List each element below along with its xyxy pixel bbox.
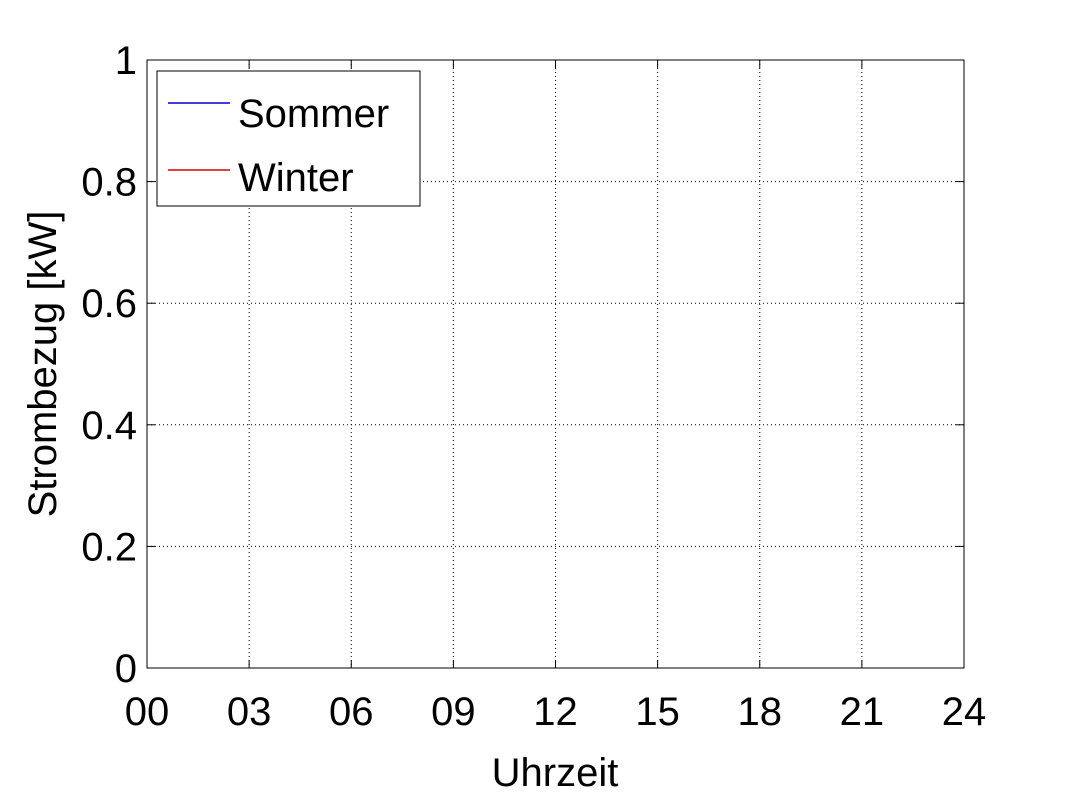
x-tick-label: 24 — [942, 690, 987, 734]
y-tick-label: 0.8 — [81, 161, 137, 205]
y-tick-label: 0 — [115, 647, 137, 691]
legend: Sommer Winter — [156, 70, 421, 207]
legend-label-sommer: Sommer — [238, 92, 389, 136]
y-tick-label: 0.2 — [81, 525, 137, 569]
legend-box — [156, 70, 421, 207]
x-tick-labels: 00 03 06 09 12 15 18 21 24 — [125, 690, 987, 734]
x-tick-label: 18 — [738, 690, 783, 734]
y-axis-label: Strombezug [kW] — [21, 211, 65, 518]
x-tick-label: 15 — [635, 690, 680, 734]
y-tick-label: 0.6 — [81, 282, 137, 326]
x-axis-label: Uhrzeit — [492, 751, 619, 795]
x-tick-label: 03 — [227, 690, 272, 734]
x-tick-label: 09 — [431, 690, 476, 734]
y-tick-label: 0.4 — [81, 404, 137, 448]
x-tick-label: 12 — [533, 690, 578, 734]
x-tick-label: 06 — [329, 690, 374, 734]
axis-ticks — [146, 59, 965, 669]
x-tick-label: 00 — [125, 690, 170, 734]
y-tick-label: 1 — [115, 39, 137, 83]
x-tick-label: 21 — [840, 690, 885, 734]
y-tick-labels: 0 0.2 0.4 0.6 0.8 1 — [81, 39, 137, 691]
legend-label-winter: Winter — [238, 156, 354, 200]
